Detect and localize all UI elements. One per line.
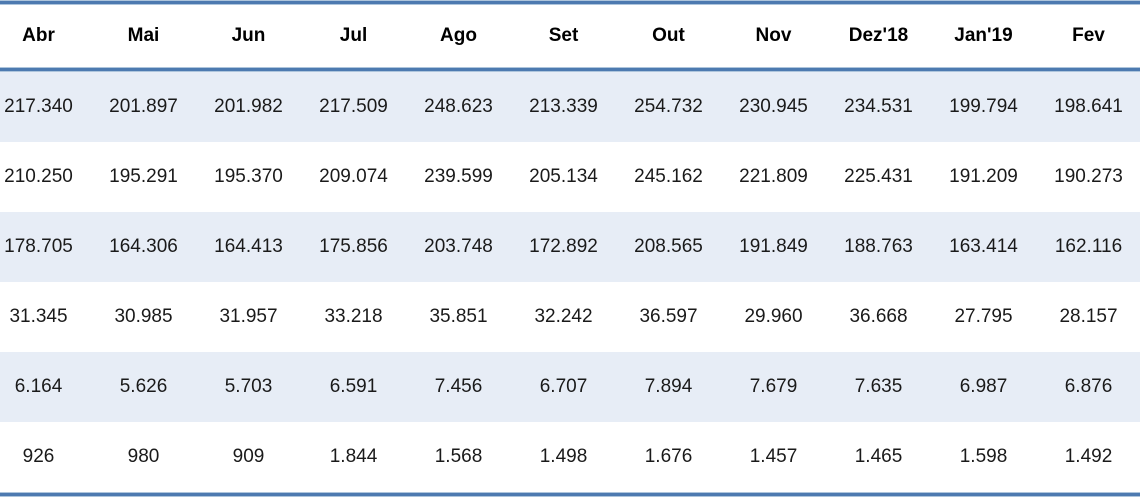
cell[interactable]: 210.250 [0, 142, 91, 212]
cell[interactable]: 239.599 [406, 142, 511, 212]
cell[interactable]: 217.340 [0, 72, 91, 142]
table-top-border [0, 0, 1140, 5]
cell[interactable]: 7.894 [616, 352, 721, 422]
cell[interactable]: 213.339 [511, 72, 616, 142]
cell[interactable]: 230.945 [721, 72, 826, 142]
cell[interactable]: 6.164 [0, 352, 91, 422]
cell[interactable]: 254.732 [616, 72, 721, 142]
column-header-ago[interactable]: Ago [406, 5, 511, 67]
cell[interactable]: 225.431 [826, 142, 931, 212]
cell[interactable]: 205.134 [511, 142, 616, 212]
cell[interactable]: 172.892 [511, 212, 616, 282]
column-header-mai[interactable]: Mai [91, 5, 196, 67]
cell[interactable]: 33.218 [301, 282, 406, 352]
cell[interactable]: 195.370 [196, 142, 301, 212]
cell[interactable]: 191.209 [931, 142, 1036, 212]
cell[interactable]: 6.876 [1036, 352, 1140, 422]
cell[interactable]: 5.626 [91, 352, 196, 422]
cell[interactable]: 28.157 [1036, 282, 1140, 352]
cell[interactable]: 1.465 [826, 422, 931, 492]
cell[interactable]: 27.795 [931, 282, 1036, 352]
cell[interactable]: 7.456 [406, 352, 511, 422]
cell[interactable]: 6.707 [511, 352, 616, 422]
cell[interactable]: 163.414 [931, 212, 1036, 282]
column-header-out[interactable]: Out [616, 5, 721, 67]
column-header-nov[interactable]: Nov [721, 5, 826, 67]
data-table-body: 217.340 201.897 201.982 217.509 248.623 … [0, 72, 1140, 492]
header-row: Abr Mai Jun Jul Ago Set Out Nov Dez'18 J… [0, 5, 1140, 67]
table-row: 31.345 30.985 31.957 33.218 35.851 32.24… [0, 282, 1140, 352]
cell[interactable]: 1.676 [616, 422, 721, 492]
data-table-header: Abr Mai Jun Jul Ago Set Out Nov Dez'18 J… [0, 5, 1140, 67]
table-row: 926 980 909 1.844 1.568 1.498 1.676 1.45… [0, 422, 1140, 492]
cell[interactable]: 1.844 [301, 422, 406, 492]
cell[interactable]: 203.748 [406, 212, 511, 282]
cell[interactable]: 1.498 [511, 422, 616, 492]
cell[interactable]: 36.668 [826, 282, 931, 352]
cell[interactable]: 1.492 [1036, 422, 1140, 492]
column-header-jan19[interactable]: Jan'19 [931, 5, 1036, 67]
cell[interactable]: 36.597 [616, 282, 721, 352]
cell[interactable]: 1.598 [931, 422, 1036, 492]
header-divider [0, 67, 1140, 72]
column-header-jun[interactable]: Jun [196, 5, 301, 67]
table-row: 6.164 5.626 5.703 6.591 7.456 6.707 7.89… [0, 352, 1140, 422]
cell[interactable]: 190.273 [1036, 142, 1140, 212]
cell[interactable]: 221.809 [721, 142, 826, 212]
column-header-jul[interactable]: Jul [301, 5, 406, 67]
table-row: 210.250 195.291 195.370 209.074 239.599 … [0, 142, 1140, 212]
cell[interactable]: 209.074 [301, 142, 406, 212]
table-row: 178.705 164.306 164.413 175.856 203.748 … [0, 212, 1140, 282]
cell[interactable]: 926 [0, 422, 91, 492]
cell[interactable]: 6.591 [301, 352, 406, 422]
cell[interactable]: 5.703 [196, 352, 301, 422]
cell[interactable]: 199.794 [931, 72, 1036, 142]
cell[interactable]: 188.763 [826, 212, 931, 282]
cell[interactable]: 30.985 [91, 282, 196, 352]
cell[interactable]: 1.457 [721, 422, 826, 492]
cell[interactable]: 162.116 [1036, 212, 1140, 282]
table-row: 217.340 201.897 201.982 217.509 248.623 … [0, 72, 1140, 142]
cell[interactable]: 195.291 [91, 142, 196, 212]
cell[interactable]: 217.509 [301, 72, 406, 142]
cell[interactable]: 7.635 [826, 352, 931, 422]
cell[interactable]: 191.849 [721, 212, 826, 282]
cell[interactable]: 1.568 [406, 422, 511, 492]
cell[interactable]: 31.957 [196, 282, 301, 352]
cell[interactable]: 31.345 [0, 282, 91, 352]
column-header-abr[interactable]: Abr [0, 5, 91, 67]
cell[interactable]: 909 [196, 422, 301, 492]
cell[interactable]: 29.960 [721, 282, 826, 352]
cell[interactable]: 208.565 [616, 212, 721, 282]
cell[interactable]: 175.856 [301, 212, 406, 282]
cell[interactable]: 178.705 [0, 212, 91, 282]
cell[interactable]: 35.851 [406, 282, 511, 352]
column-header-fev[interactable]: Fev [1036, 5, 1140, 67]
cell[interactable]: 980 [91, 422, 196, 492]
cell[interactable]: 245.162 [616, 142, 721, 212]
cell[interactable]: 32.242 [511, 282, 616, 352]
column-header-dez18[interactable]: Dez'18 [826, 5, 931, 67]
cell[interactable]: 234.531 [826, 72, 931, 142]
cell[interactable]: 7.679 [721, 352, 826, 422]
cell[interactable]: 198.641 [1036, 72, 1140, 142]
table-bottom-border [0, 492, 1140, 497]
cell[interactable]: 164.306 [91, 212, 196, 282]
column-header-set[interactable]: Set [511, 5, 616, 67]
cell[interactable]: 6.987 [931, 352, 1036, 422]
cell[interactable]: 201.897 [91, 72, 196, 142]
cell[interactable]: 164.413 [196, 212, 301, 282]
cell[interactable]: 201.982 [196, 72, 301, 142]
cell[interactable]: 248.623 [406, 72, 511, 142]
